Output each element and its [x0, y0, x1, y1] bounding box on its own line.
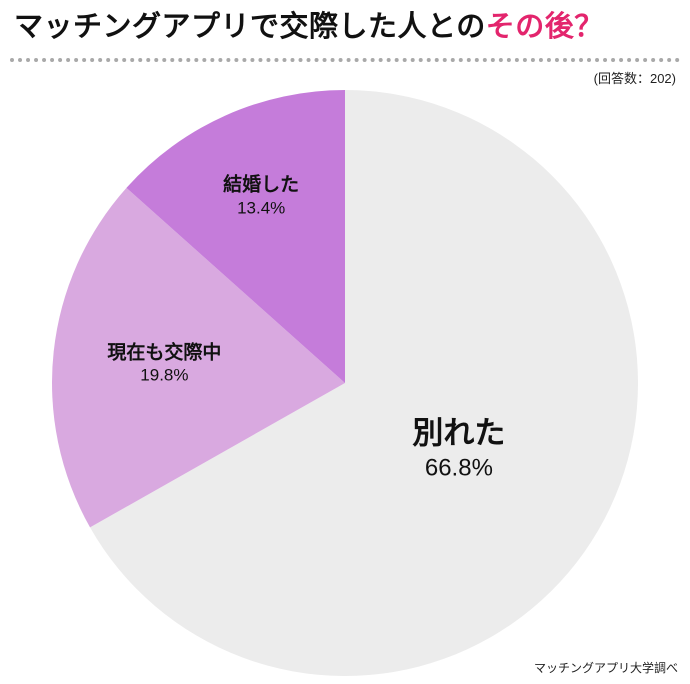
pie-slice-2 [126, 90, 345, 383]
page-title: マッチングアプリで交際した人とのその後？ [14, 10, 676, 45]
source-note: マッチングアプリ大学調べ [533, 661, 678, 675]
header: マッチングアプリで交際した人とのその後？ [14, 10, 676, 45]
page-title-main: マッチングアプリで交際した人との [14, 11, 486, 43]
title-divider [10, 58, 680, 62]
pie-slice-0 [90, 90, 639, 676]
response-count-label: (回答数：202) [593, 71, 676, 86]
pie-slice-1 [52, 187, 346, 528]
page-title-accent: その後？ [485, 11, 604, 43]
